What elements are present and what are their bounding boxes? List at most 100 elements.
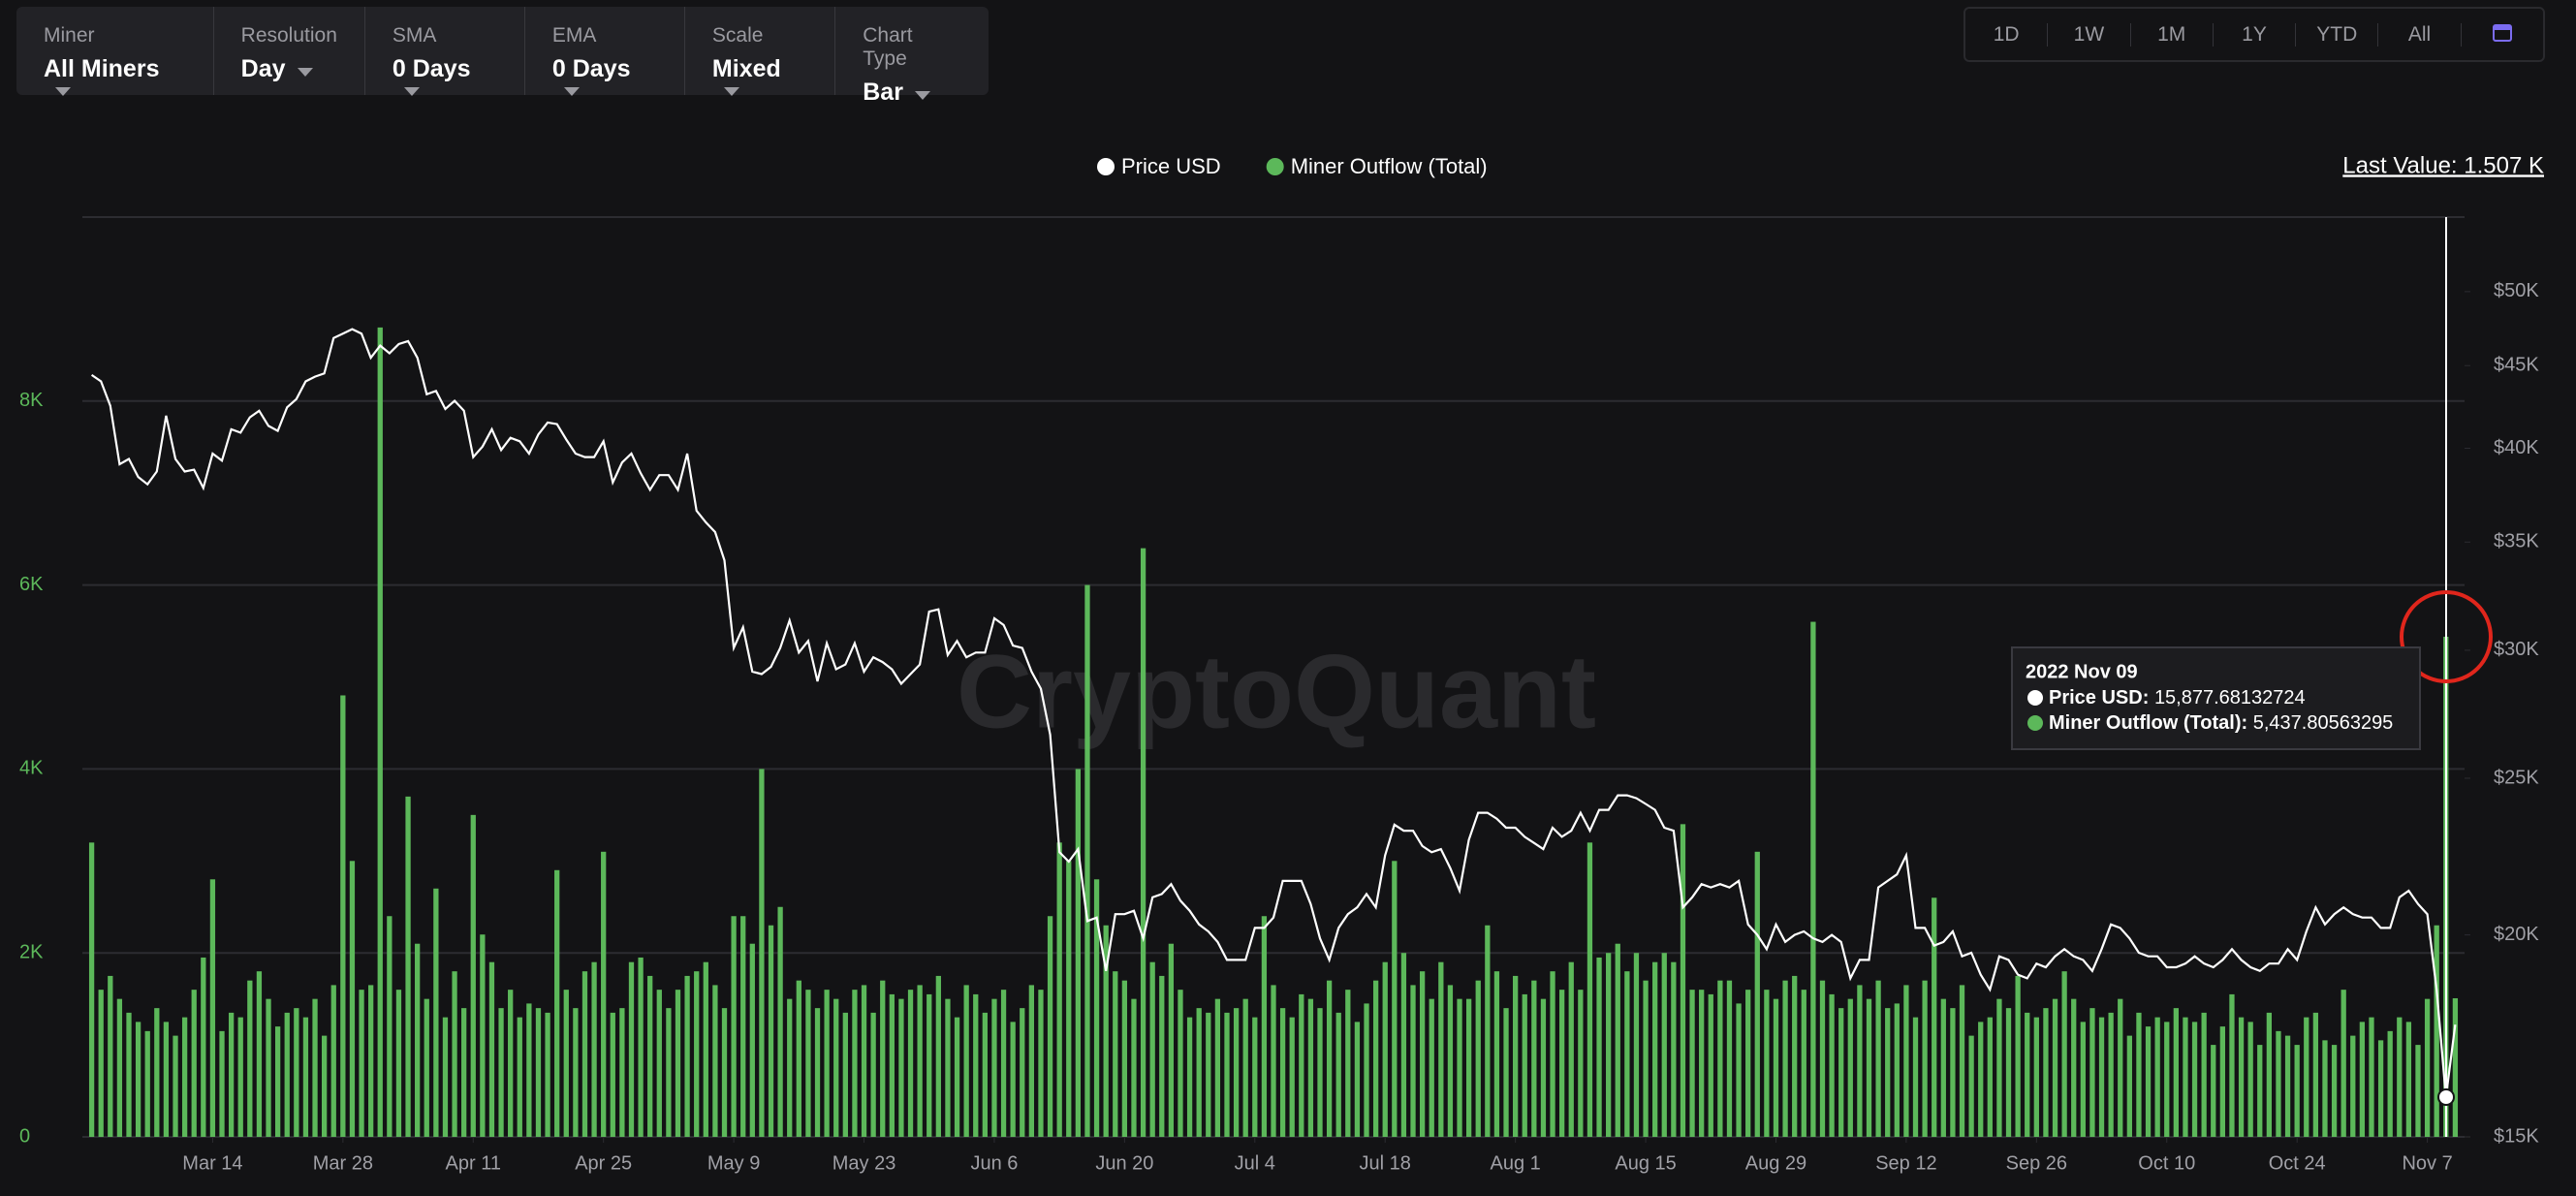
- dropdown-label: Scale: [711, 24, 764, 47]
- legend-item[interactable]: Price USD: [1097, 154, 1221, 178]
- dropdown[interactable]: Scale Mixed: [685, 7, 836, 97]
- range-button[interactable]: All: [2378, 22, 2462, 47]
- bar: [442, 1017, 449, 1137]
- bar: [1708, 993, 1713, 1137]
- bar: [2043, 1008, 2049, 1137]
- bar: [1726, 980, 1733, 1137]
- bar: [2229, 993, 2235, 1137]
- x-tick-label: Apr 25: [575, 1152, 632, 1174]
- bar: [1940, 998, 1946, 1137]
- x-tick-label: Mar 14: [182, 1152, 242, 1174]
- tooltip-label: Miner Outflow (Total):: [2049, 712, 2247, 734]
- bar: [638, 957, 644, 1137]
- bar: [814, 1008, 821, 1137]
- y-tick-label: 8K: [19, 390, 44, 411]
- x-tick-label: Oct 24: [2269, 1152, 2326, 1174]
- bar: [982, 1012, 988, 1137]
- bar: [666, 1008, 672, 1137]
- bar: [1903, 985, 1909, 1137]
- dropdown[interactable]: SMA 0 Days: [365, 7, 525, 97]
- bar: [88, 842, 95, 1137]
- bar: [749, 943, 755, 1137]
- y2-tick-label: $35K: [2494, 531, 2539, 552]
- bar: [1307, 998, 1314, 1137]
- bar: [535, 1008, 542, 1137]
- legend-label: Price USD: [1121, 154, 1221, 178]
- bar: [581, 971, 588, 1137]
- dropdown-value: Mixed: [711, 55, 781, 82]
- bar: [684, 975, 690, 1137]
- bar: [1550, 971, 1555, 1137]
- bar: [759, 769, 765, 1137]
- bar: [1615, 943, 1620, 1137]
- bar: [1113, 971, 1118, 1137]
- bar: [1559, 990, 1565, 1137]
- bar: [1810, 621, 1816, 1137]
- bar: [647, 975, 653, 1137]
- bar: [2089, 1008, 2095, 1137]
- x-tick-label: Nov 7: [2402, 1152, 2452, 1174]
- bar: [1829, 993, 1835, 1137]
- y-tick-label: 2K: [19, 941, 44, 962]
- bar: [1568, 961, 1574, 1137]
- tooltip-value: 15,877.68132724: [2154, 687, 2306, 708]
- bar: [1838, 1008, 1844, 1137]
- hover-point: [2437, 1088, 2455, 1106]
- bar: [2415, 1045, 2421, 1137]
- last-value[interactable]: Last Value: 1.507 K: [2342, 152, 2544, 178]
- bar: [1429, 998, 1434, 1137]
- bar: [907, 990, 914, 1137]
- dropdown[interactable]: Miner All Miners: [16, 7, 214, 97]
- bar: [898, 998, 904, 1137]
- bar: [424, 998, 429, 1137]
- bar: [209, 879, 216, 1137]
- bar: [302, 1017, 309, 1137]
- bar: [1252, 1017, 1258, 1137]
- x-tick-label: Jun 20: [1095, 1152, 1153, 1174]
- bar: [1782, 980, 1788, 1137]
- dropdown-label: EMA: [551, 24, 597, 47]
- bar: [1392, 861, 1398, 1137]
- bar: [415, 943, 421, 1137]
- bar: [274, 1026, 281, 1137]
- dropdown-caret: [914, 91, 930, 101]
- range-buttons: 1D 1W 1M 1Y YTD All: [1963, 7, 2545, 62]
- bar: [433, 888, 439, 1137]
- bar: [1279, 1008, 1286, 1137]
- bar: [98, 990, 104, 1137]
- bar: [1773, 998, 1779, 1137]
- bar: [2350, 1035, 2356, 1137]
- bar: [963, 985, 969, 1137]
- bar: [1968, 1035, 1974, 1137]
- range-button[interactable]: 1W: [2048, 22, 2131, 47]
- bar: [563, 990, 569, 1137]
- bar: [694, 971, 700, 1137]
- bar: [610, 1012, 615, 1137]
- range-button[interactable]: YTD: [2296, 22, 2379, 47]
- calendar-button[interactable]: [2462, 21, 2543, 48]
- bar: [1801, 990, 1806, 1137]
- bar: [517, 1017, 522, 1137]
- x-tick-label: Sep 26: [2006, 1152, 2067, 1174]
- bar: [135, 1022, 141, 1137]
- bar: [731, 916, 737, 1137]
- bar: [405, 796, 411, 1137]
- y2-tick-label: $15K: [2494, 1125, 2539, 1147]
- x-tick-label: Aug 1: [1491, 1152, 1541, 1174]
- bar: [294, 1008, 299, 1137]
- x-tick-label: Apr 11: [446, 1152, 501, 1174]
- dropdown[interactable]: Chart Type Bar: [835, 7, 989, 106]
- dropdown[interactable]: EMA 0 Days: [525, 7, 685, 97]
- bar: [116, 998, 123, 1137]
- bar: [675, 990, 681, 1137]
- range-button[interactable]: 1Y: [2214, 22, 2297, 47]
- dropdown-caret: [723, 87, 739, 97]
- range-button[interactable]: 1D: [1965, 22, 2049, 47]
- legend-item[interactable]: Miner Outflow (Total): [1266, 154, 1488, 178]
- dropdown[interactable]: Resolution Day: [214, 7, 365, 95]
- x-tick-label: Oct 10: [2138, 1152, 2195, 1174]
- bar: [284, 1012, 290, 1137]
- bar: [2304, 1017, 2309, 1137]
- range-button[interactable]: 1M: [2131, 22, 2214, 47]
